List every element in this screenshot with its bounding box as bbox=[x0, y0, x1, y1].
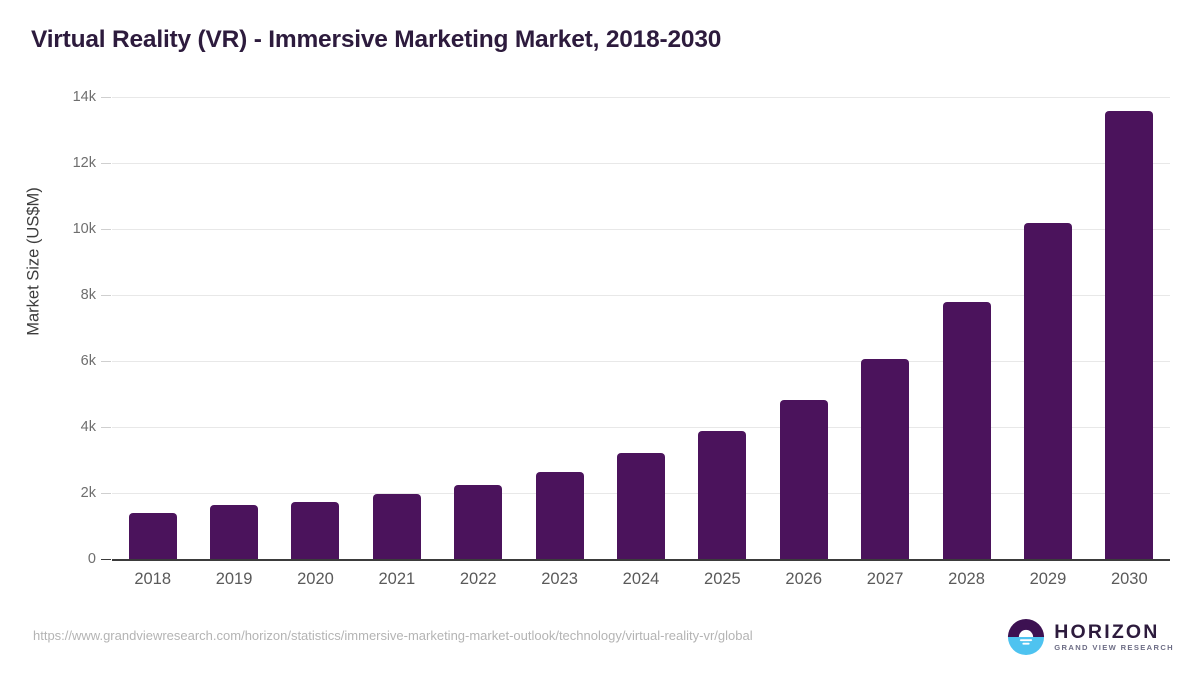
x-axis-tick-label-2024: 2024 bbox=[622, 570, 660, 588]
bar-2029[interactable] bbox=[1023, 223, 1072, 559]
bar-2023[interactable] bbox=[535, 472, 584, 559]
y-axis-tick-mark bbox=[101, 97, 111, 98]
bar-2019[interactable] bbox=[210, 505, 259, 559]
gridline bbox=[112, 427, 1170, 428]
bar-2024[interactable] bbox=[617, 453, 665, 559]
y-axis-tick-label: 14k bbox=[72, 89, 96, 105]
source-url[interactable]: https://www.grandviewresearch.com/horizo… bbox=[33, 628, 753, 643]
x-axis-tick-label-2029: 2029 bbox=[1029, 570, 1067, 588]
y-axis-tick-label: 4k bbox=[80, 419, 96, 435]
x-axis-tick-label-2025: 2025 bbox=[704, 570, 741, 588]
x-axis-line bbox=[112, 559, 1170, 561]
y-axis-tick-mark bbox=[101, 229, 111, 230]
bar-2022[interactable] bbox=[454, 484, 503, 559]
x-axis-tick-label-2022: 2022 bbox=[459, 570, 497, 588]
y-axis-tick-mark bbox=[101, 361, 111, 362]
gridline bbox=[112, 163, 1170, 164]
gridline bbox=[112, 361, 1170, 362]
horizon-logo[interactable]: HORIZON GRAND VIEW RESEARCH bbox=[1007, 618, 1174, 656]
logo-wordmark: HORIZON bbox=[1054, 620, 1160, 643]
y-axis-tick-mark bbox=[101, 559, 111, 560]
x-axis-tick-label-2020: 2020 bbox=[297, 570, 334, 588]
y-axis-tick-mark bbox=[101, 427, 111, 428]
bar-2030[interactable] bbox=[1105, 110, 1154, 559]
bar-2020[interactable] bbox=[291, 501, 340, 559]
gridline bbox=[112, 97, 1170, 98]
y-axis-tick-label: 0 bbox=[87, 551, 96, 567]
x-axis-tick-label-2019: 2019 bbox=[215, 570, 253, 588]
bar-2027[interactable] bbox=[861, 359, 910, 559]
x-axis-tick-label-2030: 2030 bbox=[1110, 570, 1148, 588]
y-axis-tick-label: 12k bbox=[72, 155, 96, 171]
x-axis-tick-label-2027: 2027 bbox=[866, 570, 904, 588]
y-axis-title: Market Size (US$M) bbox=[24, 187, 43, 336]
page-title: Virtual Reality (VR) - Immersive Marketi… bbox=[31, 26, 722, 53]
x-axis-tick-label-2028: 2028 bbox=[948, 570, 985, 588]
gridline bbox=[112, 229, 1170, 230]
x-axis-tick-label-2021: 2021 bbox=[378, 570, 416, 588]
plot-area bbox=[112, 97, 1170, 559]
bar-2018[interactable] bbox=[128, 513, 177, 559]
bar-2026[interactable] bbox=[779, 399, 828, 559]
y-axis-tick-mark bbox=[101, 163, 111, 164]
horizon-logo-icon bbox=[1008, 618, 1045, 656]
y-axis-tick-label: 2k bbox=[80, 485, 96, 501]
x-axis-tick-label-2026: 2026 bbox=[785, 570, 823, 588]
gridline bbox=[112, 295, 1170, 296]
bar-2028[interactable] bbox=[942, 301, 991, 559]
y-axis-tick-mark bbox=[101, 493, 111, 494]
y-axis-tick-mark bbox=[101, 295, 111, 296]
y-axis-tick-label: 8k bbox=[80, 287, 96, 303]
logo-tagline: GRAND VIEW RESEARCH bbox=[1054, 643, 1174, 653]
y-axis-tick-label: 10k bbox=[72, 221, 96, 237]
bar-2021[interactable] bbox=[372, 494, 421, 559]
y-axis-tick-label: 6k bbox=[80, 353, 96, 369]
bar-2025[interactable] bbox=[698, 431, 747, 559]
x-axis-tick-label-2018: 2018 bbox=[134, 570, 172, 588]
x-axis-tick-label-2023: 2023 bbox=[541, 570, 578, 588]
